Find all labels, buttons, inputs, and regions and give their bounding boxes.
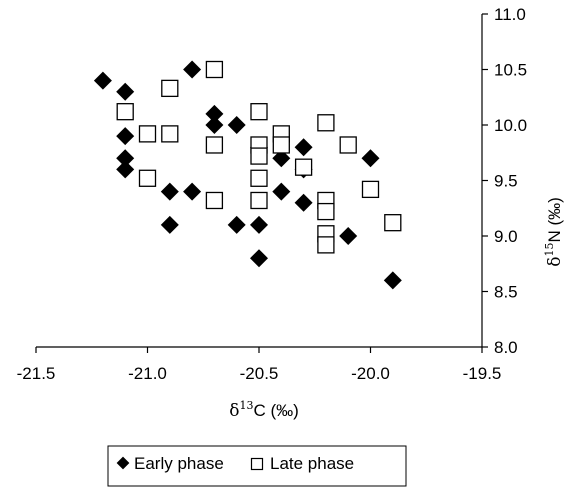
x-tick-label: -21.0 [128, 364, 167, 383]
early-phase-point [93, 71, 112, 90]
x-tick-label: -20.0 [351, 364, 390, 383]
early-phase-point [227, 215, 246, 234]
x-tick-label: -21.5 [17, 364, 56, 383]
late-phase-point [272, 136, 290, 154]
axes-group: -21.5 -21.0 -20.5 -20.0 -19.5 8.0 8.5 9.0 9.5 10… [17, 5, 527, 383]
early-phase-point [205, 104, 224, 123]
early-phase-point [383, 271, 402, 290]
early-phase-point [339, 227, 358, 245]
x-tick-label: -20.5 [240, 364, 279, 383]
late-phase-point [205, 60, 224, 79]
early-phase-point [227, 116, 246, 134]
late-phase-point [384, 214, 402, 232]
early-phase-point [183, 60, 202, 79]
early-phase-point [116, 127, 135, 146]
early-phase-point [272, 149, 291, 168]
series-late-phase [116, 60, 402, 254]
late-phase-point [250, 191, 268, 210]
legend-marker-late-phase [250, 457, 264, 471]
early-phase-point [116, 149, 135, 168]
late-phase-point [361, 180, 380, 199]
early-phase-point [294, 193, 313, 212]
early-phase-point [294, 138, 313, 157]
legend: Early phase Late phase [107, 445, 407, 487]
legend-label-late-phase: Late phase [270, 454, 354, 473]
y-axis-title: δ15N (‰) [543, 197, 565, 267]
late-phase-point [138, 125, 157, 143]
late-phase-point [250, 103, 268, 121]
y-tick-label: 10.5 [494, 61, 527, 80]
late-phase-point [116, 103, 134, 121]
early-phase-point [361, 149, 380, 168]
y-tick-label: 11.0 [494, 5, 526, 24]
early-phase-point [116, 82, 135, 101]
early-phase-point [116, 160, 135, 179]
y-tick-label: 8.0 [494, 338, 518, 357]
y-tick-label: 9.0 [494, 227, 518, 246]
early-phase-point [160, 182, 179, 201]
legend-marker-early-phase [116, 456, 130, 470]
x-axis-title: δ13C (‰) [229, 399, 299, 421]
legend-label-early-phase: Early phase [134, 454, 224, 473]
late-phase-point [205, 136, 224, 154]
late-phase-point [250, 169, 268, 187]
early-phase-point [183, 182, 202, 201]
late-phase-point [161, 79, 179, 98]
early-phase-point [250, 249, 268, 268]
late-phase-point [294, 158, 313, 176]
y-tick-label: 9.5 [494, 172, 518, 191]
late-phase-point [205, 191, 224, 210]
late-phase-point [161, 125, 179, 143]
late-phase-point [317, 114, 335, 132]
late-phase-point [138, 169, 157, 187]
x-tick-label: -19.5 [463, 364, 502, 383]
early-phase-point [160, 215, 179, 234]
late-phase-point [317, 236, 335, 254]
late-phase-point [339, 136, 357, 154]
late-phase-point [317, 202, 335, 221]
y-tick-label: 10.0 [494, 116, 527, 135]
early-phase-point [205, 116, 224, 134]
x-ticks: -21.5 -21.0 -20.5 -20.0 -19.5 [17, 347, 502, 383]
early-phase-point [272, 182, 291, 201]
y-ticks: 8.0 8.5 9.0 9.5 10.0 10.5 11.0 [482, 5, 527, 357]
early-phase-point [250, 215, 268, 234]
y-tick-label: 8.5 [494, 283, 518, 302]
late-phase-point [250, 147, 268, 165]
